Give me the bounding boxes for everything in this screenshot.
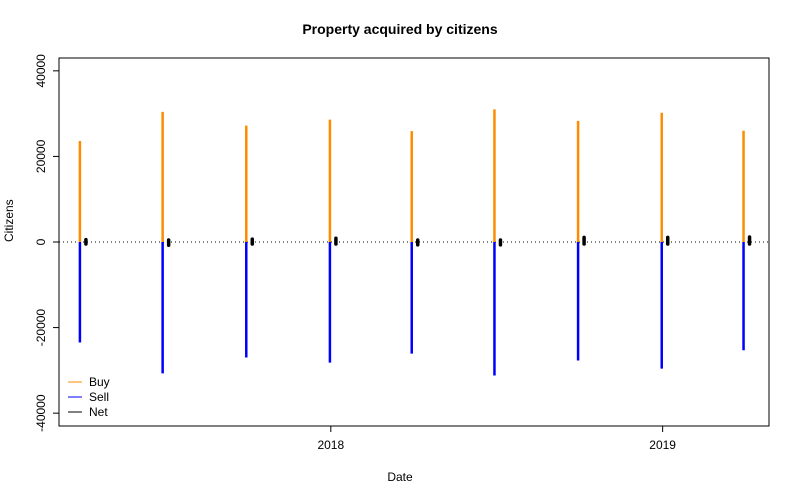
y-tick-label: 40000: [34, 54, 48, 88]
legend-label: Buy: [89, 375, 110, 389]
legend-label: Sell: [89, 390, 109, 404]
y-tick-label: -40000: [34, 394, 48, 432]
x-tick-label: 2019: [649, 438, 676, 452]
legend-label: Net: [89, 405, 108, 419]
x-tick-label: 2018: [317, 438, 344, 452]
y-tick-label: -20000: [34, 309, 48, 347]
y-tick-label: 0: [34, 238, 48, 245]
chart-title: Property acquired by citizens: [302, 21, 498, 37]
y-tick-label: 20000: [34, 139, 48, 173]
x-axis-label: Date: [387, 470, 413, 484]
